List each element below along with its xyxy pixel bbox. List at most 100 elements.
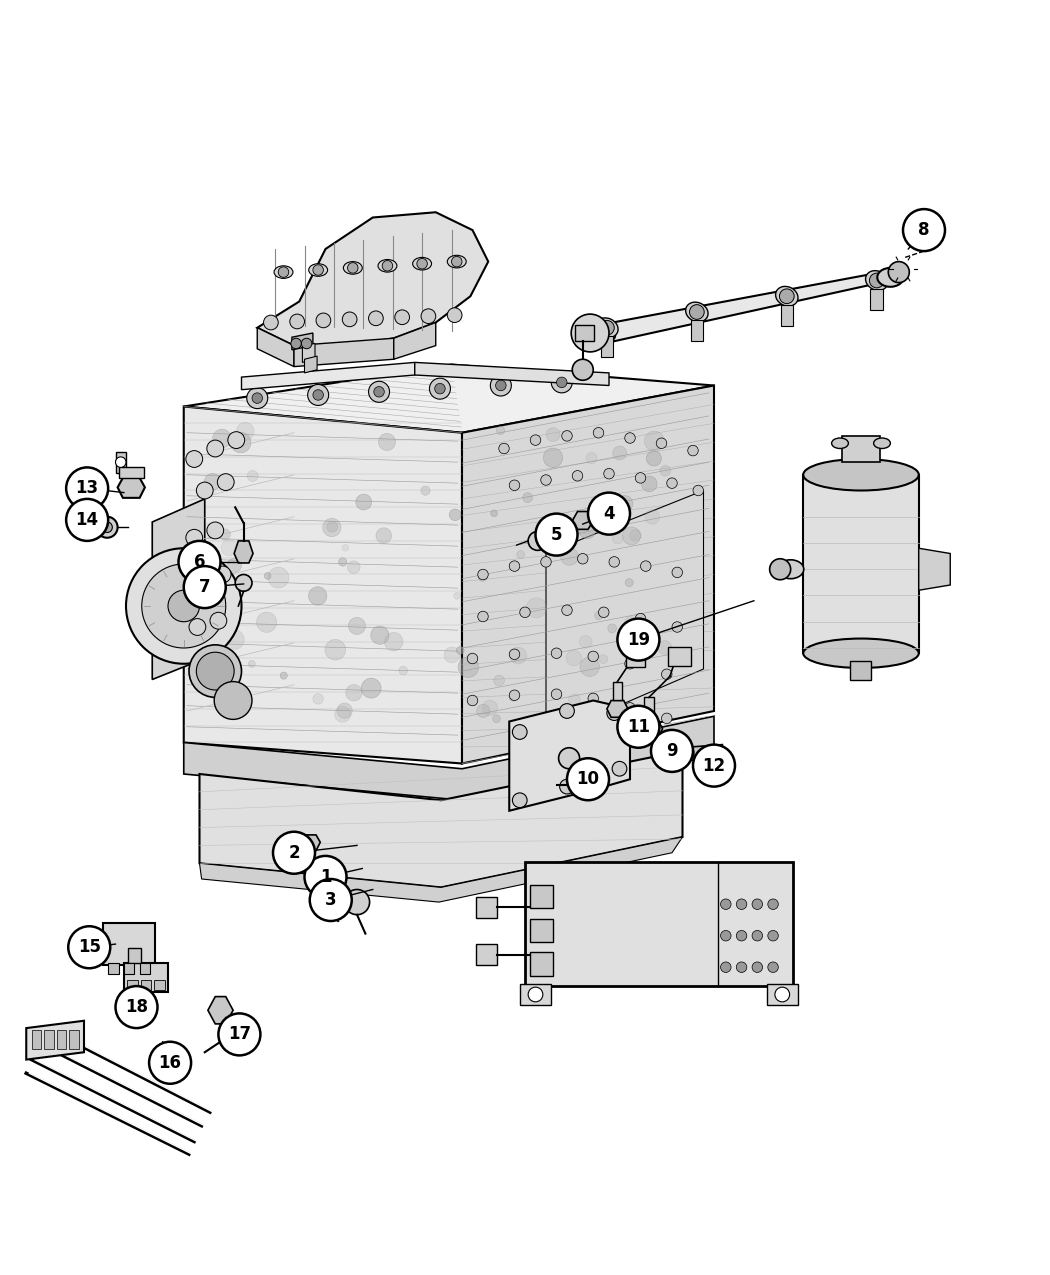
Circle shape xyxy=(593,427,604,439)
Circle shape xyxy=(349,617,365,635)
Circle shape xyxy=(207,521,224,539)
Bar xyxy=(525,862,793,986)
Circle shape xyxy=(658,640,672,654)
Circle shape xyxy=(559,747,580,769)
Bar xyxy=(530,919,553,942)
Circle shape xyxy=(205,473,220,490)
Polygon shape xyxy=(208,997,233,1024)
Bar xyxy=(127,979,138,991)
Circle shape xyxy=(588,694,598,704)
Polygon shape xyxy=(394,323,436,360)
Circle shape xyxy=(142,564,226,648)
Polygon shape xyxy=(601,337,613,357)
Circle shape xyxy=(335,706,351,722)
Circle shape xyxy=(326,640,345,660)
Bar xyxy=(668,646,691,666)
Circle shape xyxy=(598,654,608,663)
Circle shape xyxy=(775,987,790,1002)
Circle shape xyxy=(625,432,635,444)
Ellipse shape xyxy=(832,439,848,449)
Circle shape xyxy=(556,377,567,388)
Circle shape xyxy=(378,434,396,450)
Circle shape xyxy=(236,422,254,440)
Ellipse shape xyxy=(803,459,919,491)
Circle shape xyxy=(600,320,614,335)
Circle shape xyxy=(562,431,572,441)
Circle shape xyxy=(494,676,504,686)
Circle shape xyxy=(196,653,234,690)
Polygon shape xyxy=(780,305,793,325)
Circle shape xyxy=(322,519,341,537)
Polygon shape xyxy=(294,338,394,367)
Circle shape xyxy=(693,745,735,787)
Circle shape xyxy=(252,393,262,403)
Bar xyxy=(766,984,798,1005)
Polygon shape xyxy=(509,700,630,811)
Ellipse shape xyxy=(274,265,293,278)
Ellipse shape xyxy=(586,320,615,342)
Circle shape xyxy=(268,567,289,588)
Bar xyxy=(850,660,871,680)
Ellipse shape xyxy=(686,302,708,321)
Polygon shape xyxy=(200,836,682,903)
Circle shape xyxy=(660,465,671,476)
Bar xyxy=(842,436,880,462)
Circle shape xyxy=(337,703,352,718)
Circle shape xyxy=(227,558,242,572)
Circle shape xyxy=(384,632,403,652)
Polygon shape xyxy=(691,320,704,342)
Circle shape xyxy=(509,561,520,571)
Circle shape xyxy=(207,565,219,578)
Ellipse shape xyxy=(878,268,903,287)
Circle shape xyxy=(308,385,329,405)
Circle shape xyxy=(526,598,546,618)
Circle shape xyxy=(768,931,778,941)
Circle shape xyxy=(612,761,627,776)
Bar xyxy=(124,963,134,974)
Circle shape xyxy=(225,630,245,649)
Circle shape xyxy=(482,700,498,715)
Circle shape xyxy=(189,645,242,697)
Circle shape xyxy=(645,431,665,451)
Circle shape xyxy=(264,315,278,330)
Circle shape xyxy=(562,604,572,616)
Circle shape xyxy=(720,899,731,909)
Circle shape xyxy=(249,660,255,667)
Circle shape xyxy=(752,899,762,909)
Circle shape xyxy=(588,652,598,662)
Circle shape xyxy=(444,646,460,663)
Circle shape xyxy=(779,289,794,303)
Circle shape xyxy=(690,305,705,319)
Circle shape xyxy=(417,259,427,269)
Circle shape xyxy=(586,453,597,464)
Text: 10: 10 xyxy=(576,770,600,788)
Circle shape xyxy=(869,273,884,288)
Circle shape xyxy=(651,729,693,771)
Polygon shape xyxy=(680,745,722,761)
Text: 17: 17 xyxy=(228,1025,251,1043)
Circle shape xyxy=(561,548,579,565)
Ellipse shape xyxy=(874,439,890,449)
Circle shape xyxy=(720,931,731,941)
Circle shape xyxy=(551,688,562,700)
Circle shape xyxy=(348,263,358,273)
Polygon shape xyxy=(302,343,315,362)
Bar xyxy=(32,1030,41,1049)
Circle shape xyxy=(231,432,251,453)
Circle shape xyxy=(509,648,526,664)
Bar xyxy=(154,979,165,991)
Circle shape xyxy=(571,314,609,352)
Circle shape xyxy=(457,646,464,654)
Polygon shape xyxy=(299,835,320,850)
Circle shape xyxy=(612,533,624,544)
Circle shape xyxy=(467,695,478,706)
Text: 16: 16 xyxy=(159,1053,182,1072)
Ellipse shape xyxy=(309,264,328,277)
Circle shape xyxy=(211,442,224,455)
Polygon shape xyxy=(184,717,714,801)
Circle shape xyxy=(512,793,527,807)
Circle shape xyxy=(528,987,543,1002)
Circle shape xyxy=(736,931,747,941)
Circle shape xyxy=(617,706,659,747)
Text: 4: 4 xyxy=(603,505,615,523)
